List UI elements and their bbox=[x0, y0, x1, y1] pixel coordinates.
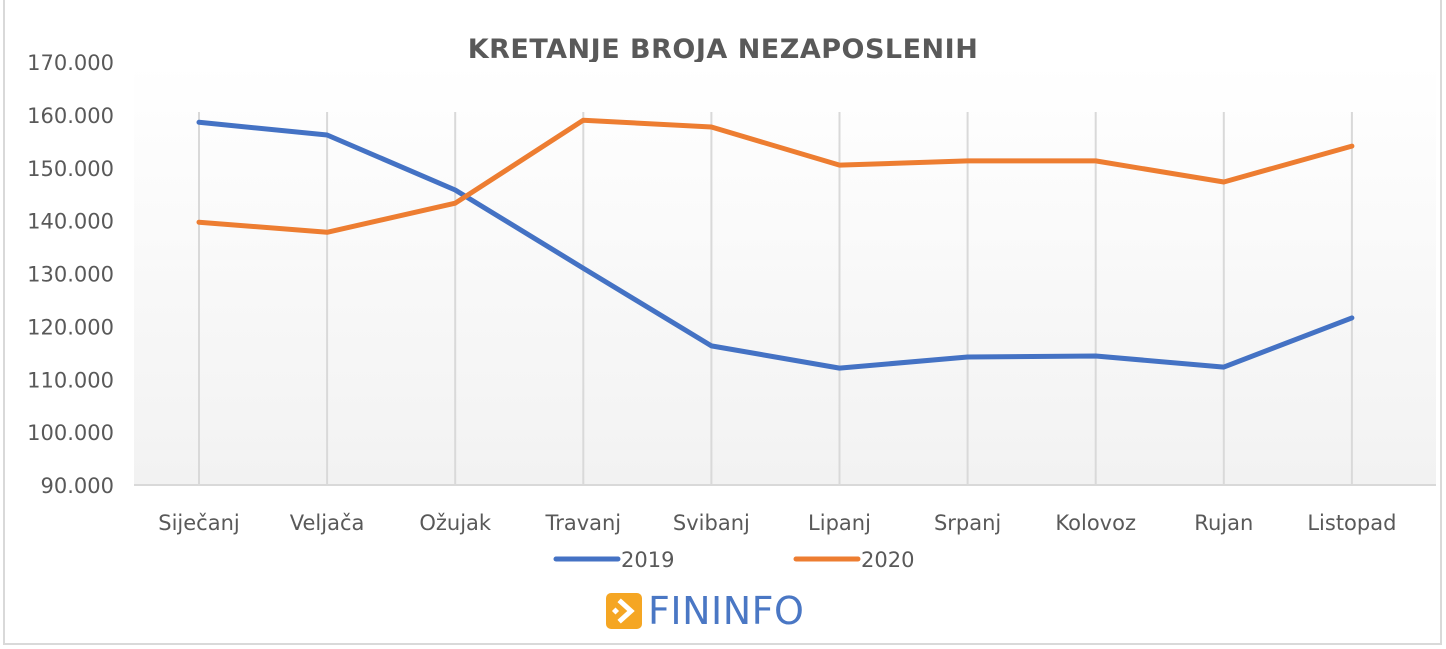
y-tick-label: 100.000 bbox=[27, 421, 114, 445]
data-series bbox=[196, 117, 1355, 371]
y-tick-label: 170.000 bbox=[27, 51, 114, 75]
y-tick-label: 110.000 bbox=[27, 368, 114, 392]
x-tick-label: Kolovoz bbox=[1055, 511, 1136, 535]
x-tick-label: Veljača bbox=[290, 511, 365, 535]
y-tick-label: 90.000 bbox=[41, 474, 114, 498]
fininfo-logo: FININFO bbox=[606, 590, 804, 632]
x-tick-label: Svibanj bbox=[673, 511, 750, 535]
x-tick-label: Lipanj bbox=[808, 511, 871, 535]
legend: 2019 2020 bbox=[553, 548, 914, 572]
y-axis: 90.000 100.000 110.000 120.000 130.000 140.00… bbox=[27, 51, 114, 498]
legend-item-2019[interactable]: 2019 bbox=[553, 548, 674, 572]
legend-item-2020[interactable]: 2020 bbox=[793, 548, 914, 572]
series-line-2020 bbox=[196, 117, 1355, 235]
x-tick-label: Listopad bbox=[1307, 511, 1396, 535]
x-tick-label: Ožujak bbox=[419, 511, 492, 535]
arrow-right-icon bbox=[606, 593, 642, 629]
y-tick-label: 160.000 bbox=[27, 104, 114, 128]
chart-title: KRETANJE BROJA NEZAPOSLENIH bbox=[467, 34, 979, 65]
y-tick-label: 140.000 bbox=[27, 210, 114, 234]
x-tick-label: Travanj bbox=[544, 511, 621, 535]
x-tick-label: Rujan bbox=[1194, 511, 1253, 535]
legend-label: 2020 bbox=[861, 548, 914, 572]
y-tick-label: 120.000 bbox=[27, 315, 114, 339]
gridlines bbox=[198, 112, 1353, 485]
y-tick-label: 130.000 bbox=[27, 263, 114, 287]
x-axis: Siječanj Veljača Ožujak Travanj Svibanj Lipan… bbox=[158, 511, 1396, 535]
plot-area bbox=[134, 62, 1436, 485]
x-tick-label: Srpanj bbox=[934, 511, 1001, 535]
legend-label: 2019 bbox=[621, 548, 674, 572]
series-line-2019 bbox=[196, 119, 1355, 371]
logo-text: FININFO bbox=[648, 589, 805, 633]
x-tick-label: Siječanj bbox=[158, 511, 239, 535]
y-tick-label: 150.000 bbox=[27, 157, 114, 181]
